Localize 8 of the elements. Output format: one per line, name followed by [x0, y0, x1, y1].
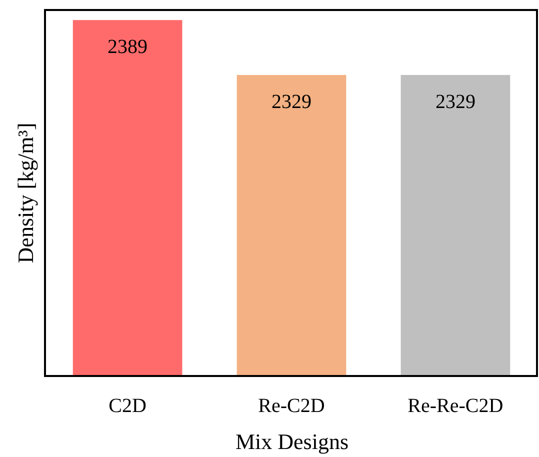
y-axis-title: Density [kg/m³]	[13, 122, 38, 264]
data-label: 2329	[435, 90, 476, 113]
x-tick-label: C2D	[108, 395, 146, 417]
x-tick-label: Re-Re-C2D	[408, 395, 504, 417]
data-label: 2329	[272, 90, 312, 113]
x-axis-title: Mix Designs	[235, 429, 349, 454]
x-tick-label: Re-C2D	[258, 395, 325, 417]
data-label: 2389	[108, 36, 148, 58]
